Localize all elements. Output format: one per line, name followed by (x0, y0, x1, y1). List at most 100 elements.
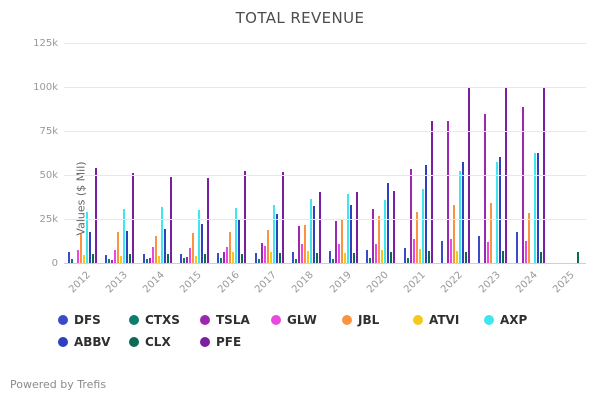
bar-axp-2012[interactable] (86, 211, 89, 264)
bar-clx-2015[interactable] (203, 253, 206, 264)
bar-abbv-2022[interactable] (461, 161, 464, 264)
bar-abbv-2013[interactable] (126, 230, 129, 264)
bar-abbv-2023[interactable] (499, 156, 502, 264)
bar-jbl-2024[interactable] (527, 213, 530, 264)
bar-dfs-2012[interactable] (68, 251, 71, 264)
bar-glw-2012[interactable] (77, 249, 80, 264)
legend-item-clx[interactable]: CLX (129, 335, 200, 349)
bar-axp-2013[interactable] (123, 209, 126, 264)
bar-clx-2016[interactable] (241, 253, 244, 264)
bar-pfe-2019[interactable] (356, 191, 359, 264)
bar-clx-2023[interactable] (502, 250, 505, 264)
bar-pfe-2020[interactable] (393, 190, 396, 264)
bar-ctxs-2020[interactable] (369, 258, 372, 264)
bar-tsla-2013[interactable] (111, 260, 114, 264)
bar-clx-2019[interactable] (353, 253, 356, 264)
bar-ctxs-2018[interactable] (294, 258, 297, 264)
bar-atvi-2014[interactable] (157, 256, 160, 264)
bar-pfe-2023[interactable] (505, 88, 508, 264)
bar-pfe-2016[interactable] (244, 171, 247, 264)
bar-glw-2017[interactable] (263, 246, 266, 264)
bar-glw-2014[interactable] (151, 246, 154, 264)
bar-tsla-2020[interactable] (372, 208, 375, 264)
bar-tsla-2018[interactable] (297, 226, 300, 264)
bar-tsla-2023[interactable] (484, 114, 487, 264)
bar-glw-2019[interactable] (338, 243, 341, 264)
bar-jbl-2017[interactable] (266, 230, 269, 264)
bar-atvi-2016[interactable] (232, 252, 235, 264)
bar-abbv-2012[interactable] (89, 231, 92, 264)
bar-jbl-2015[interactable] (191, 232, 194, 264)
bar-dfs-2021[interactable] (403, 248, 406, 264)
bar-clx-2017[interactable] (278, 253, 281, 264)
legend-item-ctxs[interactable]: CTXS (129, 313, 200, 327)
bar-jbl-2014[interactable] (154, 236, 157, 264)
bar-dfs-2014[interactable] (142, 254, 145, 264)
bar-pfe-2014[interactable] (169, 176, 172, 264)
bar-clx-2018[interactable] (315, 253, 318, 264)
bar-axp-2017[interactable] (272, 205, 275, 264)
bar-tsla-2021[interactable] (409, 169, 412, 264)
bar-tsla-2015[interactable] (185, 256, 188, 264)
bar-glw-2024[interactable] (524, 240, 527, 264)
bar-dfs-2019[interactable] (329, 250, 332, 264)
bar-ctxs-2012[interactable] (71, 259, 74, 264)
legend-item-glw[interactable]: GLW (271, 313, 342, 327)
bar-clx-2024[interactable] (539, 251, 542, 264)
bar-abbv-2024[interactable] (536, 153, 539, 264)
bar-glw-2015[interactable] (188, 247, 191, 264)
bar-glw-2016[interactable] (226, 247, 229, 264)
powered-by-trefis-link[interactable]: Powered by Trefis (10, 378, 107, 391)
bar-axp-2015[interactable] (197, 209, 200, 264)
bar-ctxs-2013[interactable] (108, 258, 111, 264)
bar-glw-2023[interactable] (487, 241, 490, 264)
bar-clx-2025[interactable] (576, 251, 579, 264)
bar-axp-2018[interactable] (309, 199, 312, 264)
bar-pfe-2024[interactable] (542, 88, 545, 264)
bar-axp-2019[interactable] (347, 193, 350, 264)
bar-abbv-2021[interactable] (424, 165, 427, 264)
bar-pfe-2017[interactable] (281, 171, 284, 264)
bar-axp-2016[interactable] (235, 207, 238, 264)
bar-dfs-2024[interactable] (515, 232, 518, 264)
bar-atvi-2017[interactable] (269, 251, 272, 264)
bar-axp-2022[interactable] (458, 170, 461, 264)
bar-glw-2020[interactable] (375, 244, 378, 264)
bar-clx-2021[interactable] (427, 251, 430, 264)
bar-clx-2014[interactable] (166, 254, 169, 264)
bar-ctxs-2015[interactable] (182, 258, 185, 264)
bar-jbl-2012[interactable] (80, 233, 83, 264)
bar-glw-2021[interactable] (412, 239, 415, 264)
legend-item-pfe[interactable]: PFE (200, 335, 271, 349)
bar-atvi-2013[interactable] (120, 255, 123, 264)
bar-jbl-2013[interactable] (117, 231, 120, 264)
bar-tsla-2017[interactable] (260, 243, 263, 264)
bar-abbv-2019[interactable] (350, 205, 353, 264)
bar-tsla-2024[interactable] (521, 107, 524, 264)
bar-jbl-2023[interactable] (490, 202, 493, 264)
bar-pfe-2018[interactable] (318, 192, 321, 264)
bar-abbv-2016[interactable] (238, 218, 241, 264)
bar-atvi-2018[interactable] (306, 250, 309, 264)
bar-atvi-2015[interactable] (194, 255, 197, 264)
bar-ctxs-2019[interactable] (332, 258, 335, 264)
legend-item-tsla[interactable]: TSLA (200, 313, 271, 327)
bar-dfs-2013[interactable] (105, 255, 108, 264)
bar-atvi-2020[interactable] (381, 249, 384, 264)
bar-dfs-2015[interactable] (179, 254, 182, 264)
bar-clx-2020[interactable] (390, 252, 393, 264)
legend-item-abbv[interactable]: ABBV (58, 335, 129, 349)
bar-jbl-2018[interactable] (303, 225, 306, 264)
bar-jbl-2021[interactable] (415, 212, 418, 264)
bar-abbv-2018[interactable] (312, 206, 315, 264)
bar-glw-2013[interactable] (114, 250, 117, 264)
bar-ctxs-2014[interactable] (145, 258, 148, 264)
bar-abbv-2017[interactable] (275, 214, 278, 264)
bar-axp-2014[interactable] (160, 207, 163, 264)
bar-pfe-2015[interactable] (206, 177, 209, 264)
bar-tsla-2019[interactable] (335, 220, 338, 264)
bar-pfe-2013[interactable] (132, 173, 135, 264)
bar-glw-2018[interactable] (300, 244, 303, 264)
bar-atvi-2021[interactable] (418, 248, 421, 264)
bar-ctxs-2021[interactable] (406, 258, 409, 264)
